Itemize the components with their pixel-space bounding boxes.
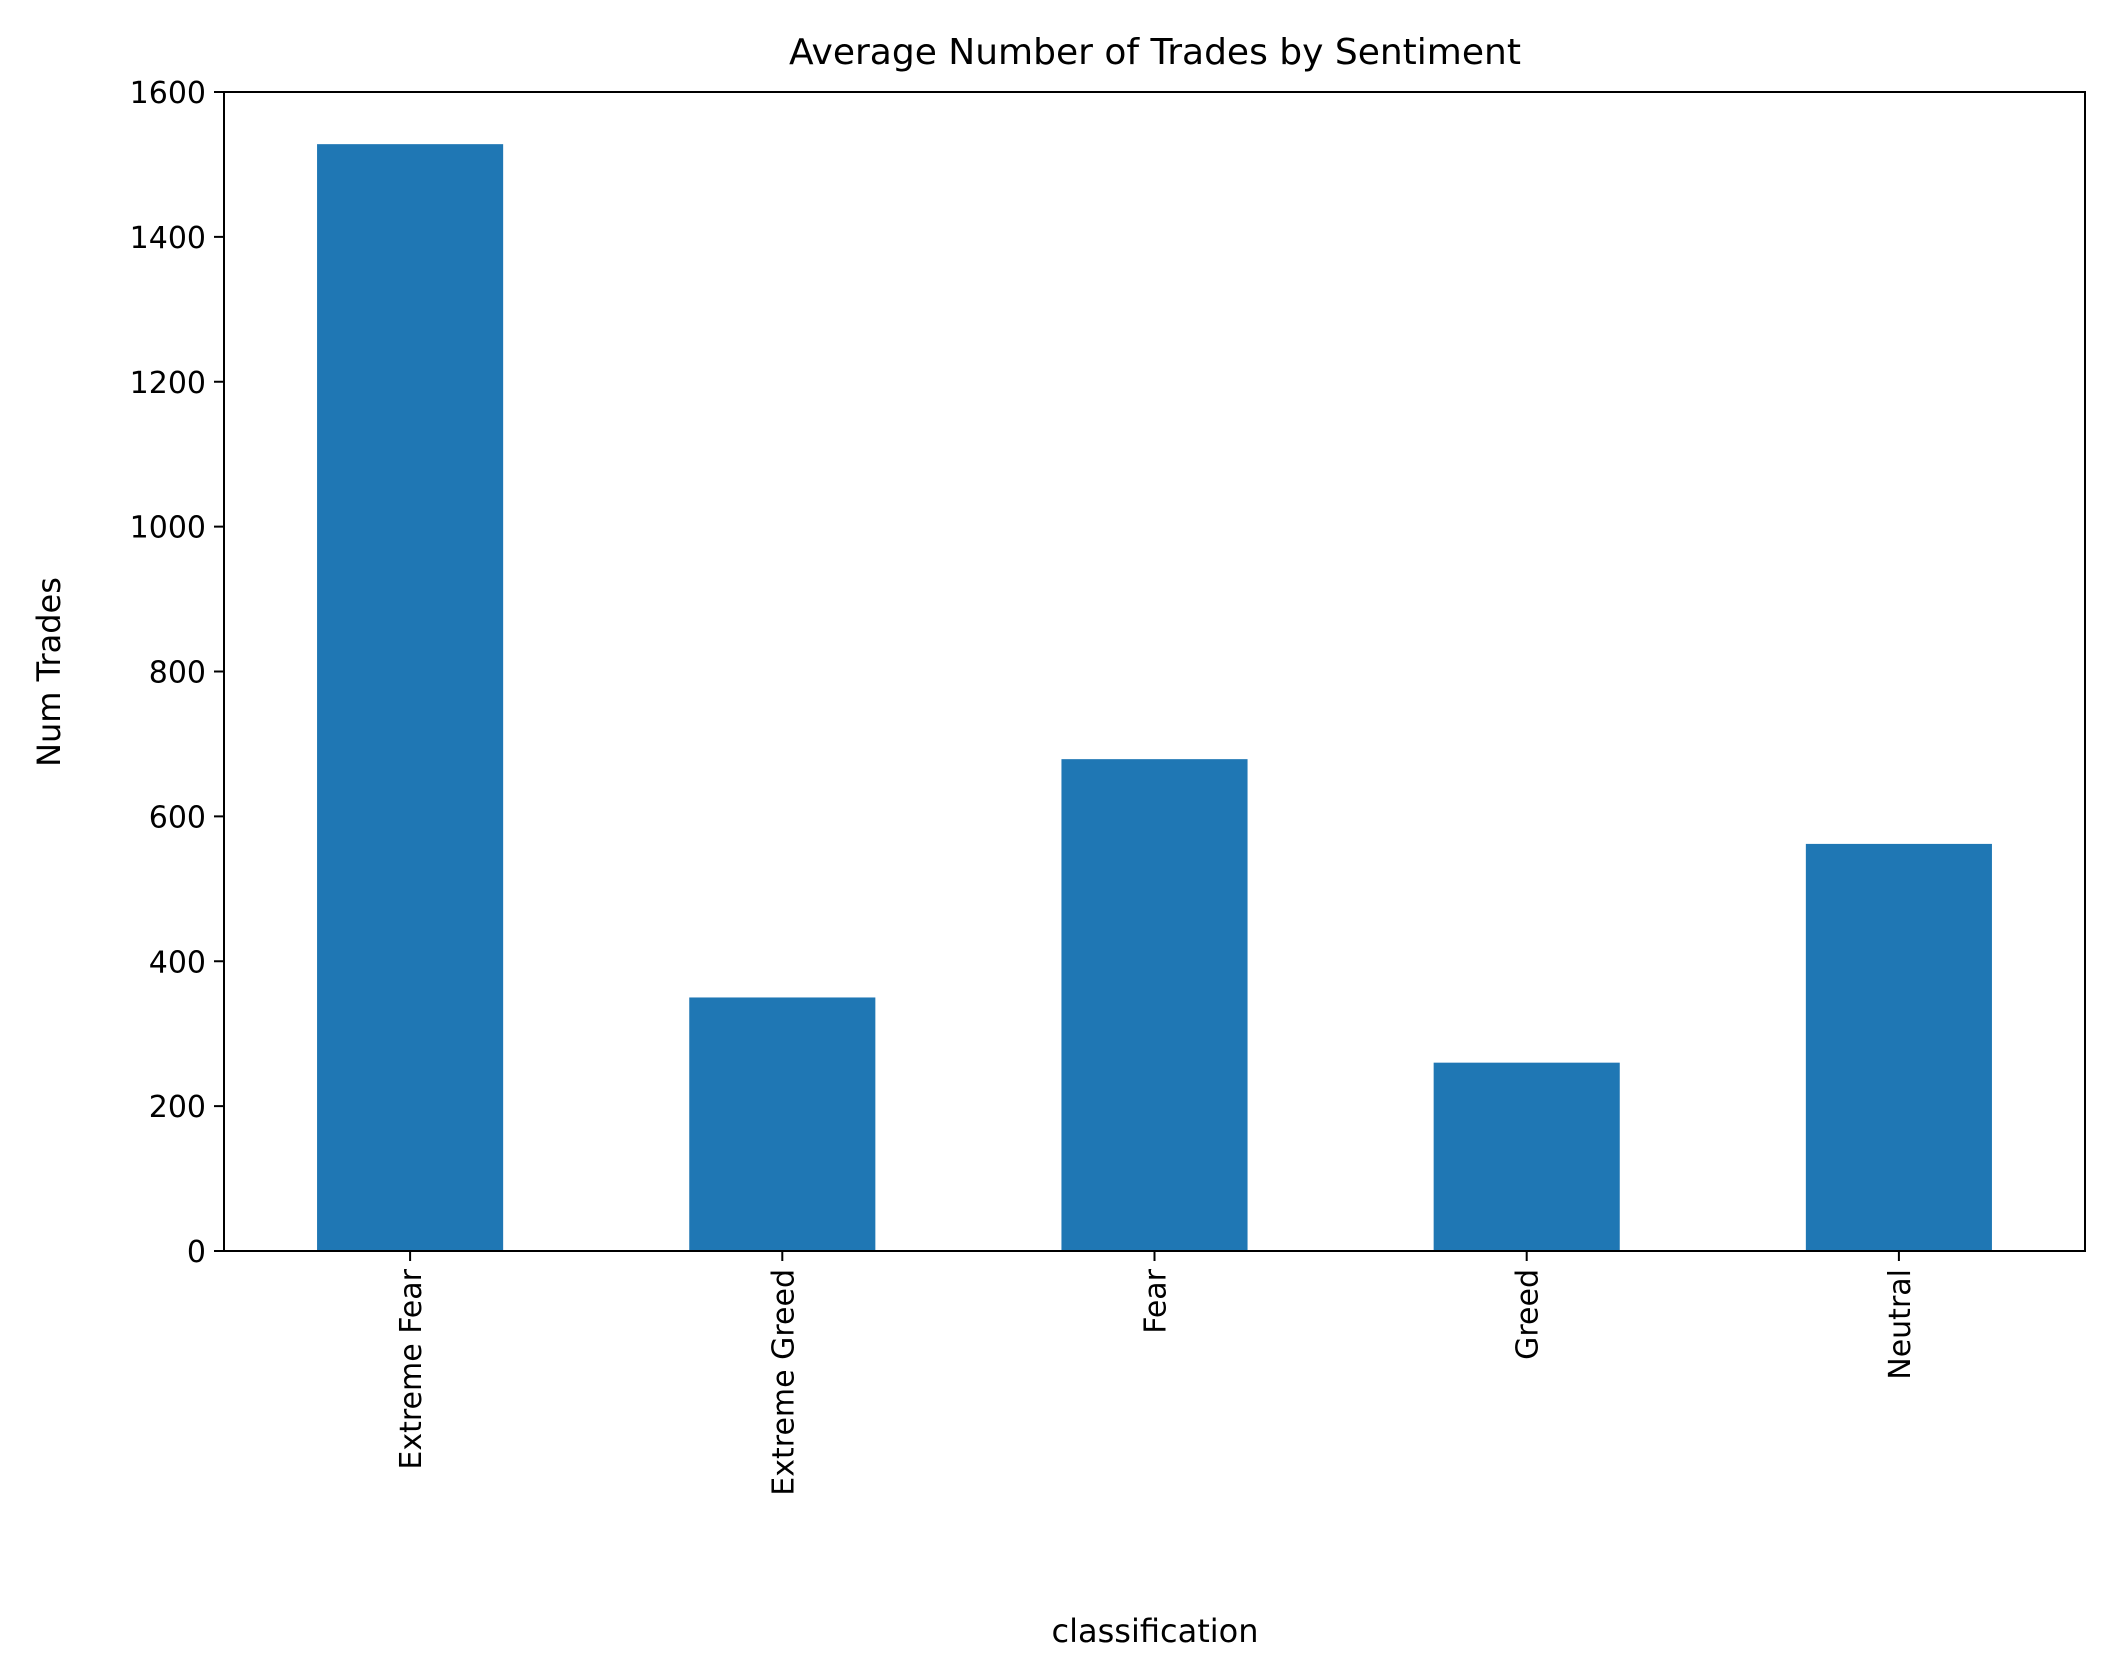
y-tick-label: 1600 [130, 76, 206, 111]
x-tick-label: Extreme Greed [766, 1269, 801, 1496]
bar-neutral [1805, 843, 1992, 1251]
y-tick-label: 1400 [130, 221, 206, 256]
y-tick-label: 400 [149, 945, 206, 980]
bar-extreme-fear [317, 144, 504, 1251]
chart-title: Average Number of Trades by Sentiment [789, 32, 1521, 73]
bar-greed [1433, 1062, 1620, 1251]
bar-extreme-greed [689, 997, 876, 1251]
y-tick-label: 1200 [130, 366, 206, 401]
y-tick-label: 200 [149, 1090, 206, 1125]
y-tick-label: 800 [149, 656, 206, 691]
bar-fear [1061, 759, 1248, 1251]
y-tick-label: 1000 [130, 511, 206, 546]
x-tick-label: Extreme Fear [394, 1268, 429, 1469]
y-axis-label: Num Trades [30, 577, 68, 767]
x-axis-label: classification [1052, 1612, 1259, 1650]
y-tick-label: 600 [149, 800, 206, 835]
x-tick-label: Greed [1511, 1269, 1546, 1360]
y-tick-label: 0 [187, 1235, 206, 1270]
x-tick-label: Neutral [1883, 1269, 1918, 1380]
x-tick-label: Fear [1139, 1268, 1174, 1333]
plot-area: 0 200 400 600 800 1000 1200 1400 1600 Extreme Fea… [130, 76, 2086, 1496]
